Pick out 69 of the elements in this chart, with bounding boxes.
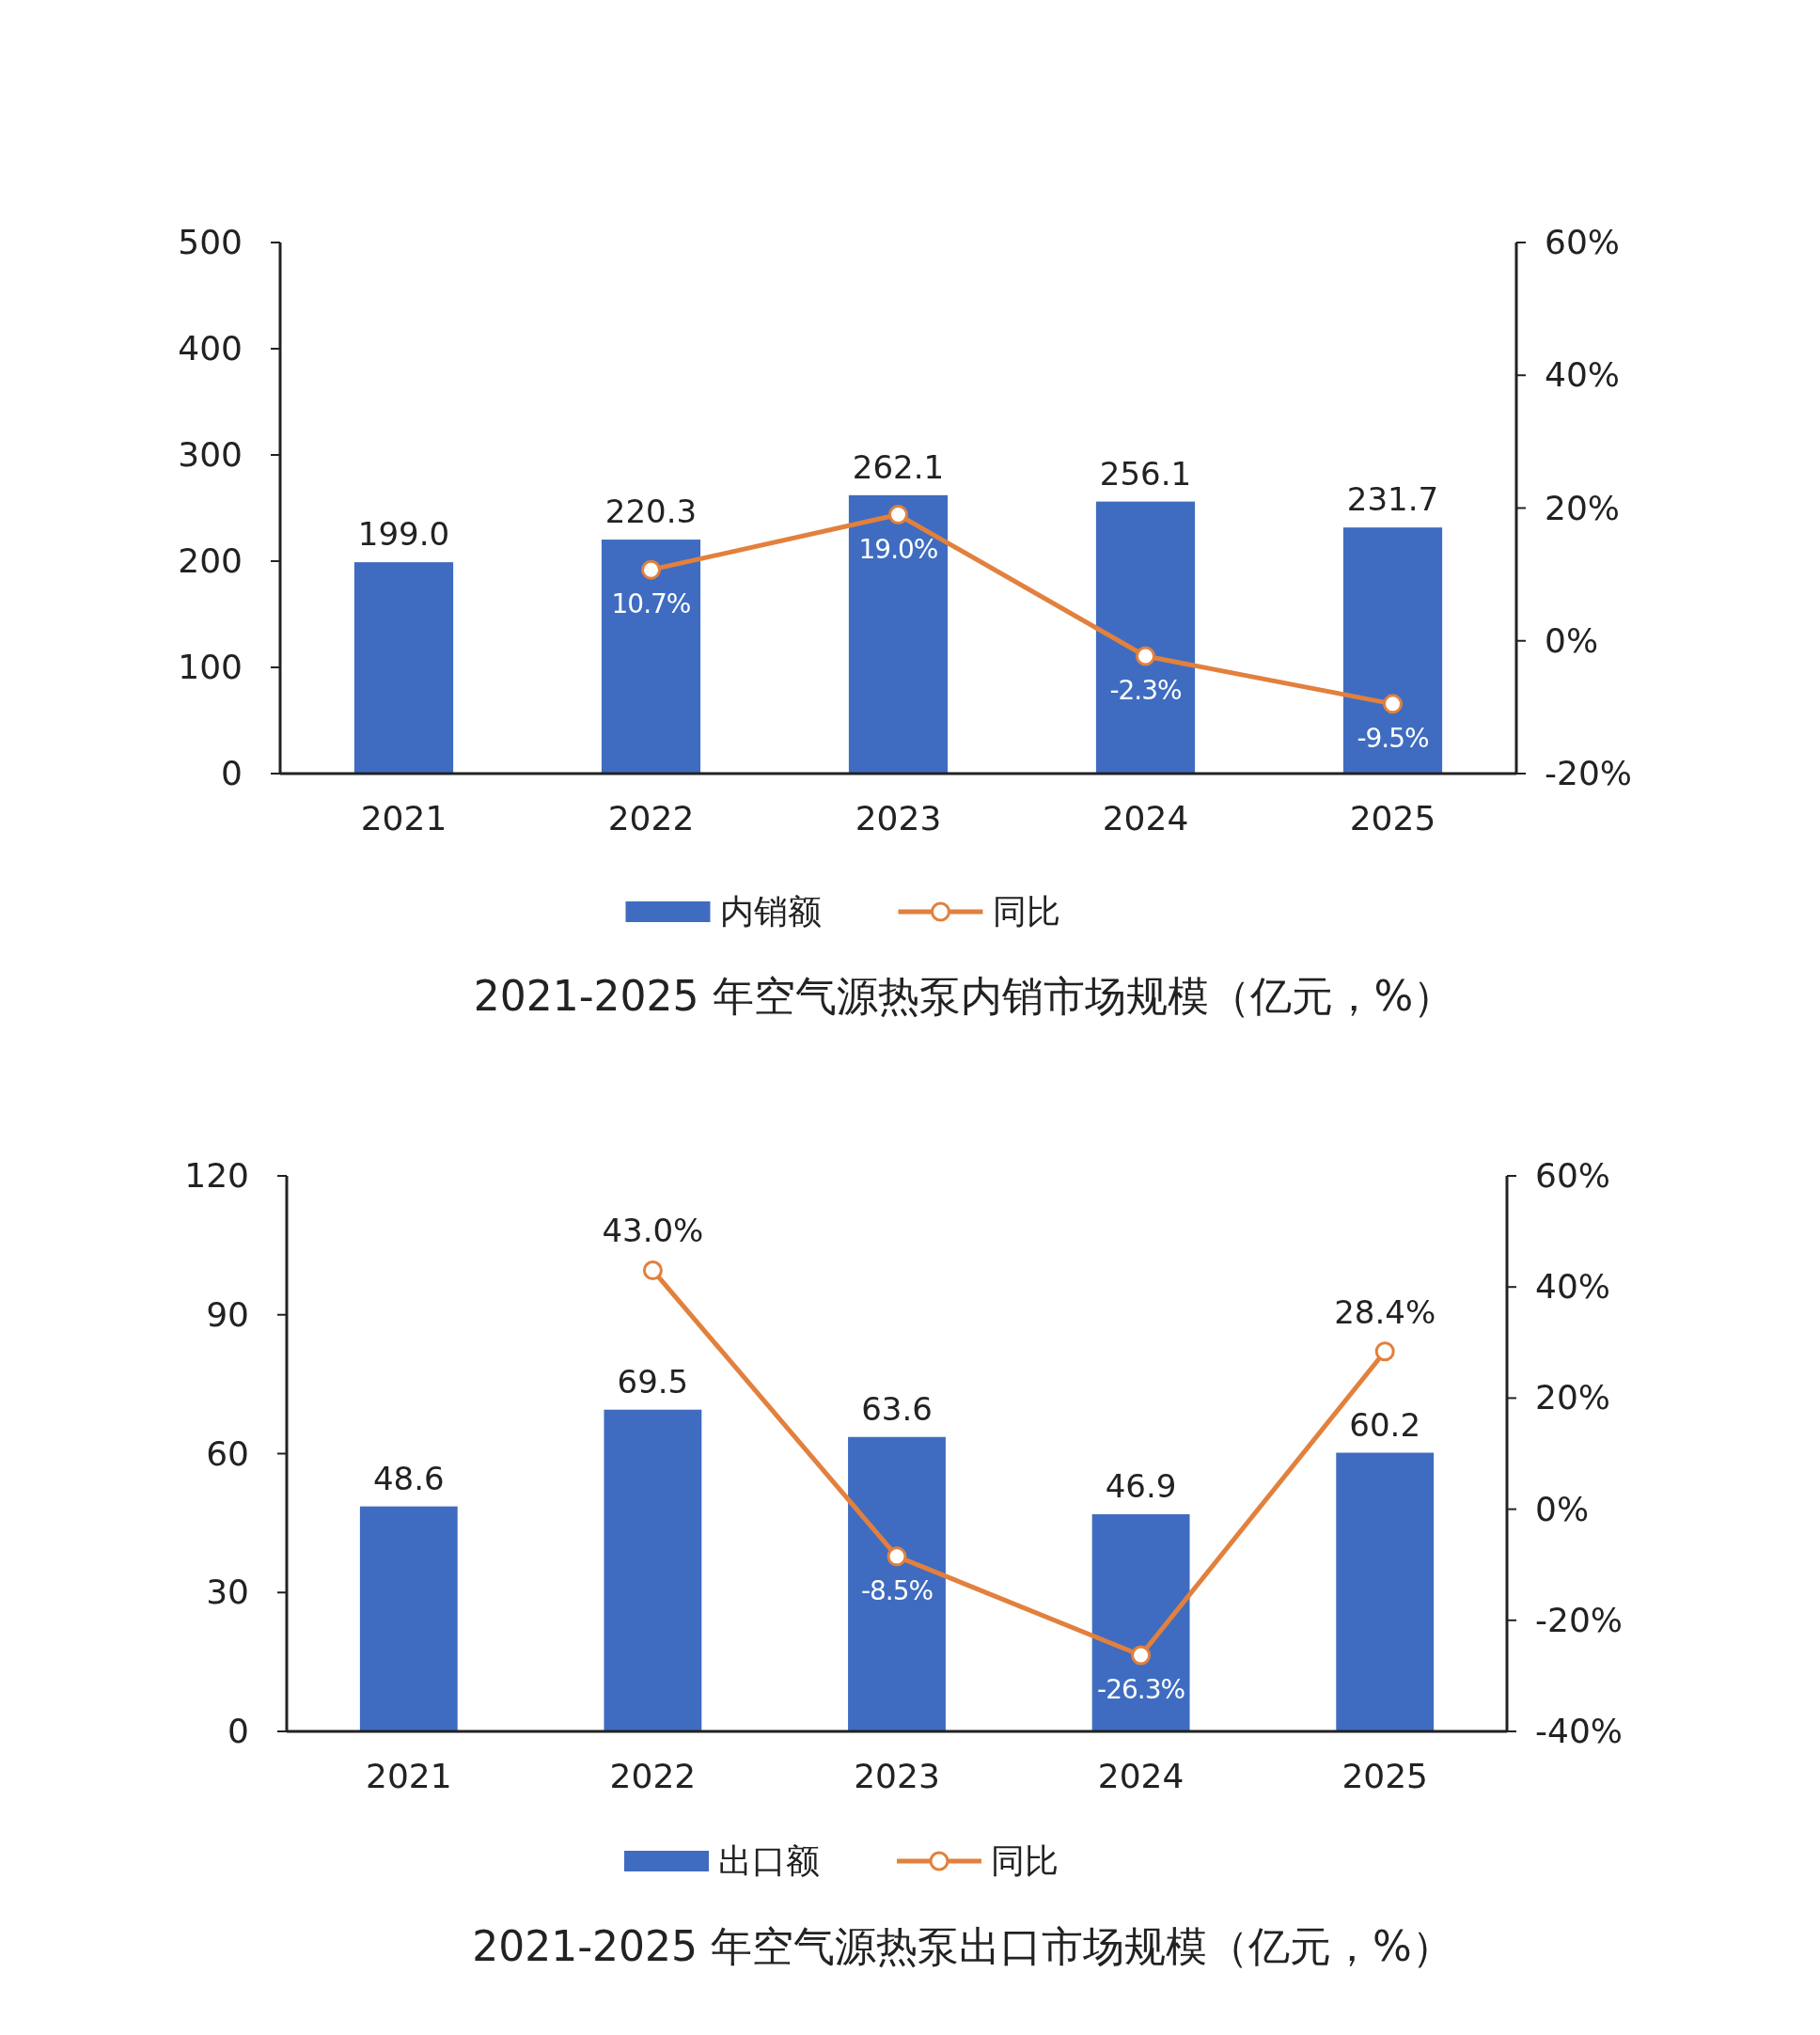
y2-tick-label: 20%	[1535, 1378, 1611, 1417]
bar	[359, 1506, 458, 1732]
x-tick-label: 2021	[365, 1757, 452, 1795]
point	[1131, 1645, 1152, 1666]
x-tick-label: 2023	[854, 1757, 940, 1795]
y-tick-label: 300	[178, 435, 243, 474]
y-tick-label: 400	[178, 329, 243, 368]
x-tick-label: 2021	[360, 799, 447, 837]
legend-label: 内销额	[719, 892, 822, 931]
data-label: 256.1	[1099, 454, 1192, 493]
y2-tick-label: 40%	[1545, 355, 1621, 395]
legend-label: 同比	[992, 892, 1060, 931]
y-tick-label: 0	[221, 754, 243, 792]
data-label: 231.7	[1346, 480, 1439, 519]
x-tick-label: 2025	[1341, 1757, 1429, 1795]
y2-tick-label: 20%	[1545, 488, 1621, 527]
bar	[848, 1436, 946, 1731]
y-tick-label: 120	[184, 1156, 249, 1195]
x-tick-label: 2025	[1349, 799, 1436, 837]
data-label: 43.0%	[602, 1212, 704, 1250]
y2-tick-label: -40%	[1535, 1712, 1624, 1750]
data-label: 19.0%	[858, 533, 938, 565]
y-tick-label: 30	[206, 1573, 249, 1612]
y2-tick-label: 40%	[1535, 1267, 1611, 1307]
data-label: 69.5	[617, 1362, 689, 1401]
y2-tick-label: 0%	[1535, 1489, 1590, 1528]
data-label: 10.7%	[611, 588, 691, 620]
data-label: 63.6	[861, 1389, 933, 1428]
x-tick-label: 2023	[855, 799, 942, 837]
point	[1374, 1341, 1395, 1362]
y2-tick-label: -20%	[1545, 754, 1633, 792]
data-label: 199.0	[357, 515, 450, 554]
data-label: -9.5%	[1357, 722, 1430, 754]
x-tick-label: 2022	[607, 799, 695, 837]
point	[641, 559, 661, 580]
point	[642, 1260, 663, 1280]
y-tick-label: 200	[178, 541, 243, 580]
data-label: 28.4%	[1334, 1292, 1436, 1331]
y2-tick-label: 60%	[1535, 1156, 1611, 1195]
data-label: -8.5%	[860, 1574, 934, 1606]
x-tick-label: 2022	[609, 1757, 697, 1795]
data-label: 46.9	[1105, 1467, 1177, 1506]
point	[888, 505, 908, 525]
y-tick-label: 0	[228, 1712, 249, 1750]
data-label: 220.3	[604, 493, 698, 531]
legend-label: 同比	[991, 1841, 1059, 1880]
data-label: 60.2	[1349, 1405, 1421, 1444]
bar	[1336, 1452, 1435, 1732]
x-tick-label: 2024	[1102, 799, 1189, 837]
data-label: 48.6	[372, 1459, 445, 1497]
point	[1136, 646, 1155, 666]
point	[886, 1546, 907, 1567]
y-tick-label: 500	[178, 223, 243, 261]
data-label: 262.1	[852, 447, 945, 486]
legend-label: 出口额	[718, 1841, 820, 1880]
y-tick-label: 100	[178, 648, 243, 686]
y2-tick-label: 0%	[1545, 620, 1599, 660]
point	[1383, 694, 1403, 714]
x-tick-label: 2024	[1097, 1757, 1185, 1795]
text: 2021-2025 年空气源热泵出口市场规模（亿元，%）	[472, 1922, 1453, 1970]
data-label: -2.3%	[1109, 674, 1183, 706]
y2-tick-label: 60%	[1545, 223, 1621, 261]
bar	[1091, 1514, 1190, 1731]
y2-tick-label: -20%	[1535, 1600, 1624, 1639]
y-tick-label: 60	[206, 1433, 249, 1473]
y-tick-label: 90	[206, 1294, 249, 1334]
bar	[604, 1409, 702, 1731]
data-label: -26.3%	[1097, 1674, 1185, 1706]
text: 2021-2025 年空气源热泵内销市场规模（亿元，%）	[473, 972, 1455, 1020]
